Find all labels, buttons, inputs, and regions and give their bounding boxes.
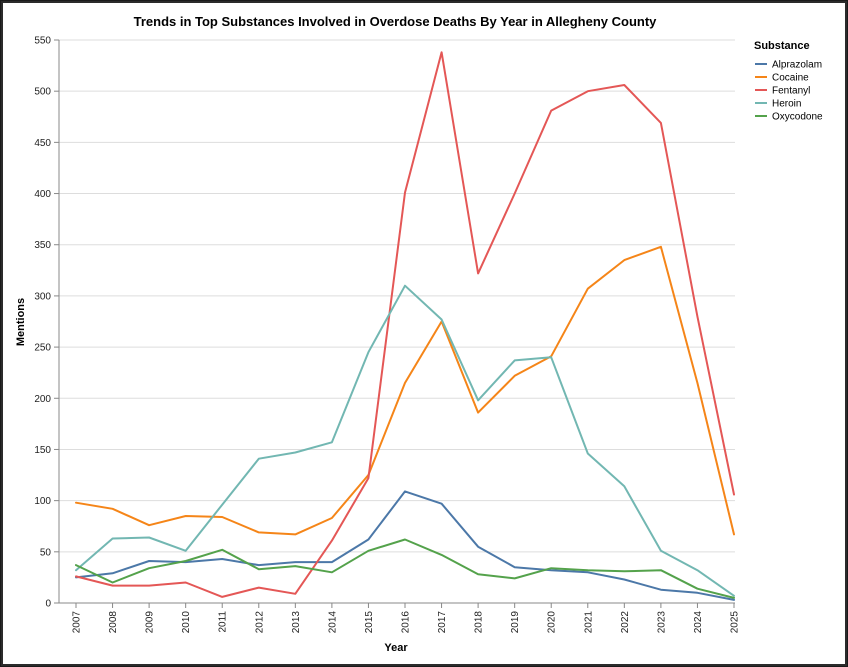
series-line-fentanyl	[75, 51, 735, 598]
x-tick-label: 2009	[145, 611, 156, 634]
y-tick-label: 450	[34, 138, 51, 149]
chart-title: Trends in Top Substances Involved in Ove…	[134, 14, 658, 29]
x-tick-label: 2021	[583, 611, 594, 634]
y-tick-label: 350	[34, 240, 51, 251]
x-tick-label: 2014	[327, 611, 338, 634]
x-tick-label: 2012	[254, 611, 265, 634]
series-line-cocaine	[75, 245, 735, 536]
legend: Substance Alprazolam Cocaine Fentanyl Heroi…	[754, 40, 823, 123]
legend-label-fentanyl: Fentanyl	[772, 86, 810, 97]
y-tick-label: 550	[34, 36, 51, 47]
x-tick-label: 2010	[181, 611, 192, 634]
x-tick-label: 2007	[72, 611, 83, 634]
x-tick-label: 2011	[218, 611, 229, 633]
y-axis-label: Mentions	[15, 298, 27, 346]
x-tick-label: 2018	[474, 611, 485, 634]
x-tick-label: 2024	[693, 611, 704, 634]
y-tick-label: 100	[34, 496, 51, 507]
series-lines	[75, 51, 735, 601]
x-axis-label: Year	[384, 642, 408, 654]
legend-label-cocaine: Cocaine	[772, 73, 809, 84]
axes: 0 50 100 150 200 250 300 350 400 450 500 550 2007 200…	[34, 36, 740, 634]
x-tick-label: 2022	[620, 611, 631, 634]
x-tick-label: 2016	[401, 611, 412, 634]
x-tick-label: 2025	[730, 611, 741, 634]
y-tick-label: 0	[45, 599, 51, 610]
x-tick-label: 2015	[364, 611, 375, 634]
y-tick-label: 400	[34, 189, 51, 200]
legend-label-alprazolam: Alprazolam	[772, 60, 822, 71]
y-tick-label: 300	[34, 291, 51, 302]
y-tick-label: 150	[34, 445, 51, 456]
x-tick-label: 2017	[437, 611, 448, 634]
x-tick-label: 2013	[291, 611, 302, 634]
x-tick-label: 2023	[656, 611, 667, 634]
x-tick-label: 2008	[108, 611, 119, 634]
y-tick-label: 200	[34, 394, 51, 405]
legend-title: Substance	[754, 40, 810, 52]
series-line-alprazolam	[75, 490, 735, 601]
gridlines	[59, 39, 735, 604]
legend-label-oxycodone: Oxycodone	[772, 112, 823, 123]
x-tick-label: 2019	[510, 611, 521, 634]
series-line-oxycodone	[75, 538, 735, 599]
y-tick-label: 50	[40, 547, 52, 558]
series-line-heroin	[75, 284, 735, 597]
x-tick-label: 2020	[547, 611, 558, 634]
y-tick-label: 250	[34, 343, 51, 354]
legend-label-heroin: Heroin	[772, 99, 801, 110]
y-tick-label: 500	[34, 87, 51, 98]
